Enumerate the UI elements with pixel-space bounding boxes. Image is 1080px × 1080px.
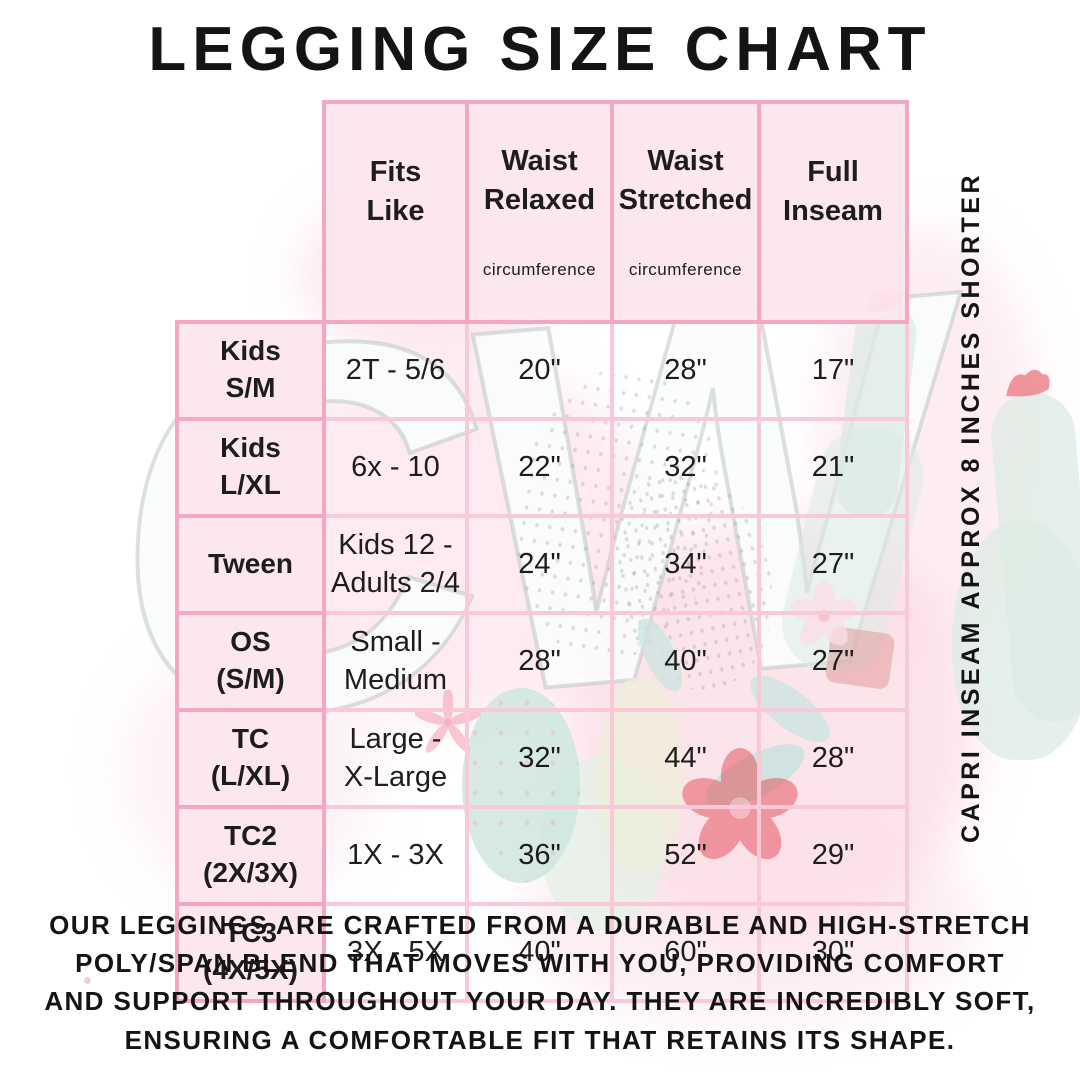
table-row: TC (L/XL) Large - X-Large 32" 44" 28"	[175, 707, 909, 809]
cell-full-inseam: 28"	[757, 707, 909, 809]
row-label: Tween	[175, 513, 326, 615]
row-label: TC (L/XL)	[175, 707, 326, 809]
column-header-fits-like: Fits Like	[322, 100, 469, 324]
cell-full-inseam: 27"	[757, 513, 909, 615]
table-row: Kids L/XL 6x - 10 22" 32" 21"	[175, 416, 909, 518]
row-label: TC2 (2X/3X)	[175, 804, 326, 906]
table-row: Kids S/M 2T - 5/6 20" 28" 17"	[175, 319, 909, 421]
size-chart-table: Fits Like Waist Relaxed circumference Wa…	[175, 100, 909, 1003]
page-title: LEGGING SIZE CHART	[148, 15, 932, 84]
cell-waist-stretched: 32"	[610, 416, 761, 518]
cell-fits-like: Small - Medium	[322, 610, 469, 712]
row-label: Kids L/XL	[175, 416, 326, 518]
capri-inseam-note: CAPRI INSEAM APPROX 8 INCHES SHORTER	[936, 112, 1006, 902]
product-description: OUR LEGGINGS ARE CRAFTED FROM A DURABLE …	[44, 910, 1036, 1055]
cactus-bloom-watermark	[1006, 369, 1050, 397]
cell-fits-like: 1X - 3X	[322, 804, 469, 906]
capri-inseam-note-text: CAPRI INSEAM APPROX 8 INCHES SHORTER	[956, 171, 985, 843]
cactus-watermark	[952, 520, 1080, 760]
column-header-title: Waist Stretched	[618, 145, 753, 216]
cell-full-inseam: 29"	[757, 804, 909, 906]
cell-waist-stretched: 34"	[610, 513, 761, 615]
table-row: OS (S/M) Small - Medium 28" 40" 27"	[175, 610, 909, 712]
cell-fits-like: 3X - 5X	[322, 901, 469, 1003]
cell-waist-relaxed: 28"	[465, 610, 614, 712]
column-header-sub: circumference	[482, 260, 597, 280]
corner-cell	[177, 102, 324, 322]
row-label: OS (S/M)	[175, 610, 326, 712]
paint-dot	[84, 977, 91, 984]
row-label: TC3 (4X/5X)	[175, 901, 326, 1003]
table-row: TC3 (4X/5X) 3X - 5X 40" 60" 30"	[175, 901, 909, 1003]
column-header-title: Waist Relaxed	[483, 145, 596, 216]
column-header-full-inseam: Full Inseam	[757, 100, 909, 324]
cell-fits-like: Large - X-Large	[322, 707, 469, 809]
cell-waist-relaxed: 22"	[465, 416, 614, 518]
table-row: Tween Kids 12 - Adults 2/4 24" 34" 27"	[175, 513, 909, 615]
cell-waist-relaxed: 36"	[465, 804, 614, 906]
column-header-title: Full Inseam	[783, 156, 883, 227]
cell-waist-stretched: 40"	[610, 610, 761, 712]
cell-waist-relaxed: 24"	[465, 513, 614, 615]
cell-full-inseam: 21"	[757, 416, 909, 518]
column-header-sub: circumference	[628, 260, 743, 280]
table-row: TC2 (2X/3X) 1X - 3X 36" 52" 29"	[175, 804, 909, 906]
row-label: Kids S/M	[175, 319, 326, 421]
column-header-title: Fits Like	[366, 156, 425, 227]
header-row: Fits Like Waist Relaxed circumference Wa…	[177, 100, 909, 324]
cell-waist-stretched: 52"	[610, 804, 761, 906]
cell-waist-relaxed: 20"	[465, 319, 614, 421]
cell-full-inseam: 30"	[757, 901, 909, 1003]
cell-waist-stretched: 28"	[610, 319, 761, 421]
column-header-waist-stretched: Waist Stretched circumference	[610, 100, 761, 324]
column-header-waist-relaxed: Waist Relaxed circumference	[465, 100, 614, 324]
cell-waist-relaxed: 40"	[465, 901, 614, 1003]
cell-fits-like: Kids 12 - Adults 2/4	[322, 513, 469, 615]
cell-waist-relaxed: 32"	[465, 707, 614, 809]
cell-waist-stretched: 60"	[610, 901, 761, 1003]
cell-full-inseam: 27"	[757, 610, 909, 712]
cell-full-inseam: 17"	[757, 319, 909, 421]
cell-waist-stretched: 44"	[610, 707, 761, 809]
cell-fits-like: 2T - 5/6	[322, 319, 469, 421]
cell-fits-like: 6x - 10	[322, 416, 469, 518]
